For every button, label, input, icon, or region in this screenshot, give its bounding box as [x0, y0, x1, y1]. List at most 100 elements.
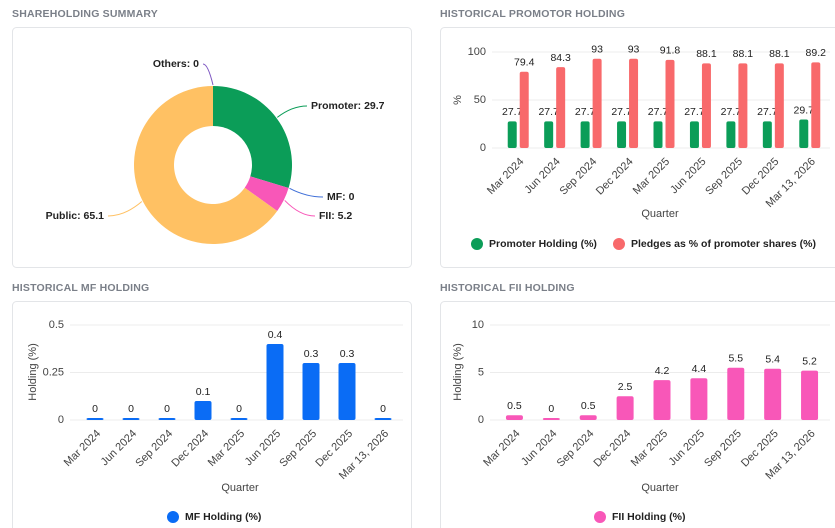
bar	[542, 418, 560, 420]
value-label: 27.7	[538, 106, 559, 118]
y-tick-label: 10	[472, 319, 484, 331]
y-tick-label: 5	[478, 366, 484, 378]
value-label: 5.4	[765, 353, 780, 365]
value-label: 88.1	[733, 48, 754, 60]
leader-line	[284, 200, 316, 217]
value-label: 0.5	[507, 400, 522, 412]
card	[12, 301, 412, 528]
slice-label: Others: 0	[153, 58, 199, 70]
value-label: 0	[92, 403, 98, 415]
leader-line	[107, 201, 143, 217]
section-title: SHAREHOLDING SUMMARY	[12, 8, 158, 20]
y-tick-label: 0.25	[43, 366, 64, 378]
value-label: 5.2	[802, 355, 817, 367]
y-axis-label: Holding (%)	[27, 343, 39, 400]
slice-label: Promoter: 29.7	[311, 100, 385, 112]
legend-label: Promoter Holding (%)	[489, 238, 597, 250]
bar	[338, 363, 356, 420]
bar	[689, 121, 699, 148]
value-label: 0	[164, 403, 170, 415]
value-label: 0.3	[304, 348, 319, 360]
slice-label: Public: 65.1	[46, 210, 105, 222]
leader-line	[289, 187, 324, 198]
bar	[302, 363, 320, 420]
value-label: 84.3	[550, 52, 571, 64]
bar	[690, 378, 708, 420]
slice	[244, 176, 289, 212]
bar	[764, 368, 782, 420]
bar	[580, 121, 590, 148]
legend-marker	[167, 511, 179, 523]
value-label: 89.2	[806, 47, 827, 59]
bar	[194, 401, 212, 420]
value-label: 27.7	[575, 106, 596, 118]
value-label: 27.7	[721, 106, 742, 118]
value-label: 88.1	[769, 48, 790, 60]
value-label: 27.7	[611, 106, 632, 118]
value-label: 91.8	[660, 45, 681, 57]
value-label: 29.7	[794, 104, 815, 116]
bar	[799, 119, 809, 148]
bar	[701, 63, 711, 149]
bar	[507, 121, 517, 148]
bar	[579, 415, 597, 420]
value-label: 27.7	[757, 106, 778, 118]
leader-line	[202, 63, 214, 86]
y-tick-label: 0	[480, 142, 486, 154]
bar	[665, 59, 675, 148]
bar	[738, 63, 748, 149]
slice-label: FII: 5.2	[319, 210, 352, 222]
value-label: 88.1	[696, 48, 717, 60]
x-axis-label: Quarter	[641, 208, 679, 220]
y-tick-label: 100	[468, 46, 486, 58]
section-title: HISTORICAL FII HOLDING	[440, 282, 575, 294]
bar	[505, 415, 523, 420]
bar	[653, 380, 671, 420]
bar	[801, 370, 819, 420]
bar	[519, 71, 529, 148]
value-label: 27.7	[648, 106, 669, 118]
bar	[727, 367, 745, 420]
x-axis-label: Quarter	[221, 482, 259, 494]
value-label: 93	[628, 44, 640, 56]
bar	[762, 121, 772, 148]
value-label: 0.1	[196, 386, 211, 398]
legend-label: FII Holding (%)	[612, 511, 686, 523]
bar	[617, 121, 627, 148]
bar	[653, 121, 663, 148]
x-axis-label: Quarter	[641, 482, 679, 494]
bar	[230, 418, 248, 420]
legend-marker	[471, 238, 483, 250]
value-label: 0.4	[268, 329, 283, 341]
card	[440, 301, 835, 528]
leader-line	[276, 105, 308, 118]
value-label: 27.7	[684, 106, 705, 118]
bar	[592, 58, 602, 148]
y-axis-label: %	[452, 95, 464, 105]
value-label: 0.3	[340, 348, 355, 360]
value-label: 79.4	[514, 57, 535, 69]
value-label: 93	[591, 44, 603, 56]
legend-marker	[613, 238, 625, 250]
section-title: HISTORICAL PROMOTOR HOLDING	[440, 8, 625, 20]
y-tick-label: 0	[58, 414, 64, 426]
bar	[629, 58, 639, 148]
value-label: 4.4	[692, 363, 707, 375]
bar	[266, 344, 284, 420]
bar	[374, 418, 392, 420]
bar	[122, 418, 140, 420]
bar	[726, 121, 736, 148]
value-label: 0.5	[581, 400, 596, 412]
slice	[213, 86, 293, 188]
bar	[158, 418, 176, 420]
value-label: 0	[128, 403, 134, 415]
value-label: 2.5	[618, 381, 633, 393]
bar	[616, 396, 634, 420]
legend-label: MF Holding (%)	[185, 511, 261, 523]
value-label: 27.7	[502, 106, 523, 118]
legend-label: Pledges as % of promoter shares (%)	[631, 238, 816, 250]
bar	[86, 418, 104, 420]
card	[12, 27, 412, 268]
y-tick-label: 50	[474, 94, 486, 106]
